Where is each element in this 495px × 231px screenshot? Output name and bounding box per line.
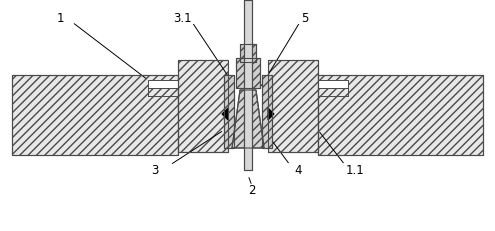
Text: 1.1: 1.1	[346, 164, 364, 176]
Text: 2: 2	[248, 183, 256, 197]
Bar	[228, 60, 268, 152]
Bar	[12, 75, 178, 155]
Bar	[224, 75, 234, 148]
Bar	[236, 58, 260, 88]
Bar	[318, 75, 483, 155]
Bar	[318, 75, 483, 155]
Text: 3.1: 3.1	[173, 12, 191, 24]
Bar	[268, 60, 318, 152]
Text: 3: 3	[151, 164, 159, 176]
Text: 4: 4	[294, 164, 302, 176]
Bar	[244, 0, 252, 170]
Polygon shape	[222, 108, 228, 120]
Bar	[178, 60, 228, 152]
Bar	[240, 44, 256, 62]
Bar	[262, 75, 272, 148]
Text: 1: 1	[56, 12, 64, 24]
Bar	[12, 75, 178, 155]
Polygon shape	[268, 108, 274, 120]
Bar	[148, 80, 178, 88]
Bar	[318, 80, 348, 88]
Bar	[224, 75, 234, 148]
Bar	[178, 60, 228, 152]
Bar	[244, 0, 252, 170]
Polygon shape	[232, 90, 264, 148]
Bar	[262, 75, 272, 148]
Bar	[236, 58, 260, 88]
Text: 5: 5	[301, 12, 309, 24]
Bar	[268, 60, 318, 152]
Bar	[240, 44, 256, 62]
